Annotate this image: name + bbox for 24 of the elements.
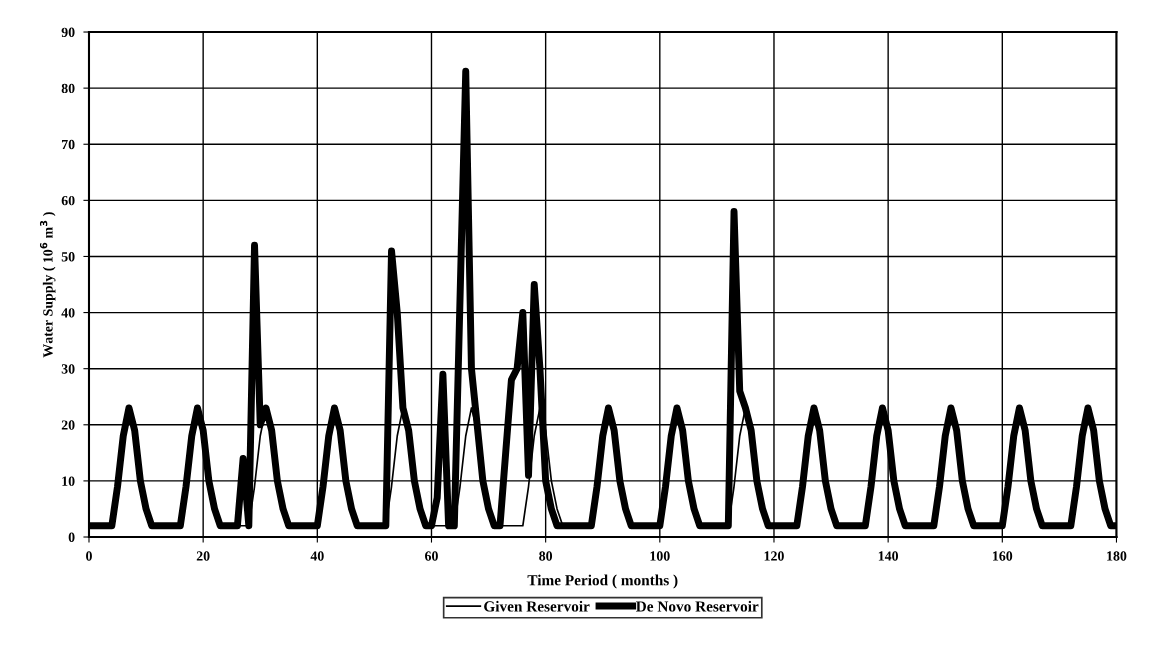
legend-label: Given Reservoir (484, 600, 590, 612)
x-tick-label: 180 (1107, 551, 1127, 561)
x-tick-label: 60 (425, 551, 438, 561)
y-tick-label: 60 (61, 195, 75, 206)
legend-label: De Novo Reservoir (635, 600, 759, 612)
y-tick-label: 0 (68, 532, 75, 542)
x-tick-label: 0 (86, 551, 92, 561)
y-tick-label: 90 (61, 27, 75, 37)
y-tick-label: 70 (62, 139, 75, 150)
x-tick-label: 140 (878, 551, 899, 561)
y-tick-label: 40 (61, 308, 75, 318)
x-tick-label: 100 (650, 551, 670, 561)
y-tick-label: 20 (61, 420, 75, 430)
y-axis-title: Water Supply ( 10$^{6}$ m$^{3}$ ) (39, 212, 56, 358)
y-tick-label: 80 (61, 83, 75, 94)
x-tick-label: 120 (764, 551, 784, 561)
y-tick-label: 50 (61, 252, 75, 262)
x-tick-label: 20 (196, 551, 210, 561)
x-tick-label: 160 (993, 551, 1013, 561)
y-tick-label: 10 (62, 476, 75, 486)
x-tick-label: 80 (539, 551, 553, 561)
y-tick-label: 30 (61, 364, 75, 374)
x-axis-title: Time Period ( months ) (527, 574, 678, 589)
x-tick-label: 40 (310, 551, 324, 561)
